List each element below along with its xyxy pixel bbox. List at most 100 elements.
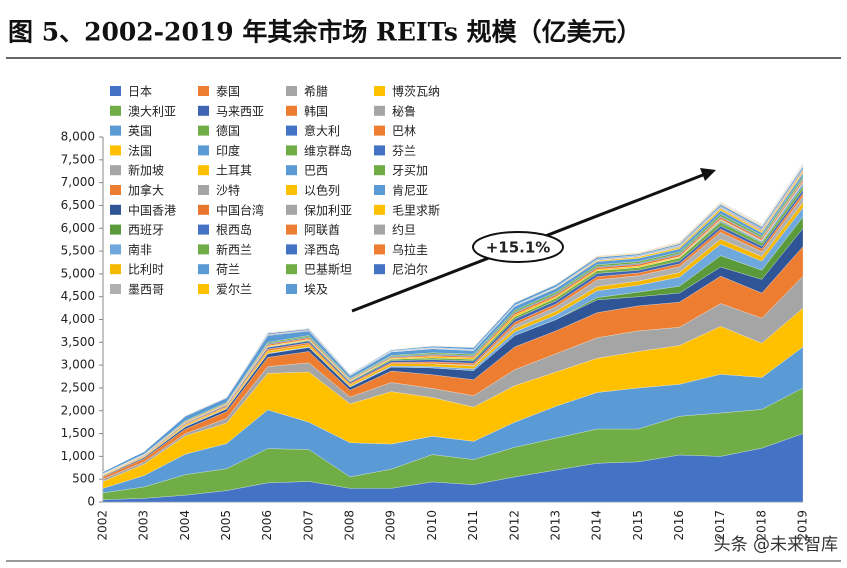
annotation-bubble <box>472 231 564 263</box>
y-tick-label: 1,000 <box>61 449 95 463</box>
legend-swatch <box>374 264 385 275</box>
legend-swatch <box>198 244 209 255</box>
legend-swatch <box>110 185 121 195</box>
legend-label: 希腊 <box>304 84 328 99</box>
legend-swatch <box>110 264 121 275</box>
area <box>102 161 804 472</box>
legend-label: 巴林 <box>392 124 416 138</box>
legend-swatch <box>286 204 297 215</box>
x-tick-label: 2013 <box>548 510 562 541</box>
x-tick-label: 2009 <box>384 510 398 541</box>
legend-label: 中国香港 <box>128 202 176 217</box>
legend-swatch <box>286 165 297 176</box>
legend-swatch <box>198 86 209 96</box>
legend-swatch <box>374 185 385 195</box>
legend-swatch <box>110 165 121 176</box>
legend-label: 秘鲁 <box>392 104 416 118</box>
legend-swatch <box>198 224 209 235</box>
legend-label: 根西岛 <box>216 222 252 237</box>
x-tick-label: 2003 <box>137 510 151 541</box>
legend-label: 印度 <box>216 143 240 158</box>
legend-label: 阿联酋 <box>304 222 340 237</box>
legend-swatch <box>374 165 385 176</box>
legend-label: 英国 <box>128 124 152 138</box>
legend-swatch <box>374 204 385 215</box>
legend-swatch <box>286 185 297 195</box>
legend-label: 沙特 <box>216 183 240 198</box>
x-tick-label: 2011 <box>466 510 480 541</box>
legend-swatch <box>286 86 297 96</box>
legend-swatch <box>198 125 209 136</box>
x-tick-label: 2017 <box>713 510 727 541</box>
chart-title: 图 5、2002-2019 年其余市场 REITs 规模（亿美元） <box>8 18 642 47</box>
legend-label: 加拿大 <box>128 183 164 198</box>
legend-label: 比利时 <box>128 263 164 277</box>
x-tick-label: 2005 <box>219 510 233 541</box>
legend-label: 意大利 <box>304 123 340 138</box>
legend-swatch <box>198 204 209 215</box>
legend-label: 马来西亚 <box>216 104 264 118</box>
y-tick-label: 8,000 <box>61 130 95 144</box>
y-tick-label: 5,500 <box>61 244 95 258</box>
x-tick-label: 2016 <box>672 510 686 541</box>
y-tick-label: 1,500 <box>61 426 95 440</box>
legend-swatch <box>110 86 121 96</box>
legend-swatch <box>286 264 297 275</box>
legend-swatch <box>374 105 385 116</box>
legend-swatch <box>110 224 121 235</box>
legend-swatch <box>198 145 209 156</box>
y-tick-label: 4,000 <box>61 312 95 326</box>
x-tick-label: 2014 <box>590 510 604 541</box>
legend-label: 新加坡 <box>128 163 164 178</box>
annotations: +15.1% <box>351 168 716 313</box>
legend-swatch <box>286 145 297 156</box>
x-tick-label: 2002 <box>96 510 110 541</box>
x-tick-label: 2018 <box>754 510 768 541</box>
legend-swatch <box>198 105 209 116</box>
legend-label: 韩国 <box>304 103 328 118</box>
legend-label: 西班牙 <box>128 223 164 237</box>
plot-area: 0 500 1,000 1,500 2,000 2,500 3,000 3,500 4,000 4… <box>61 130 810 541</box>
x-tick-label: 2006 <box>260 510 274 541</box>
legend-label: 埃及 <box>304 283 328 297</box>
legend-label: 泰国 <box>216 85 240 99</box>
y-tick-label: 7,500 <box>61 152 95 166</box>
legend-label: 泽西岛 <box>304 242 340 257</box>
legend-label: 法国 <box>128 144 152 158</box>
y-tick-label: 5,000 <box>61 266 95 280</box>
y-tick-label: 6,000 <box>61 221 95 235</box>
legend-swatch <box>286 224 297 235</box>
legend-label: 中国台湾 <box>216 202 264 217</box>
y-tick-label: 2,500 <box>61 380 95 394</box>
legend-swatch <box>110 244 121 255</box>
legend-label: 澳大利亚 <box>128 104 176 118</box>
legend-label: 德国 <box>216 123 240 138</box>
legend-swatch <box>110 145 121 156</box>
legend-swatch <box>110 125 121 136</box>
legend-label: 巴西 <box>304 164 328 178</box>
legend-label: 以色列 <box>304 184 340 198</box>
legend-label: 荷兰 <box>216 263 240 277</box>
legend-swatch <box>286 284 297 294</box>
legend-label: 维京群岛 <box>304 143 352 158</box>
legend-label: 土耳其 <box>216 164 252 178</box>
x-tick-label: 2004 <box>178 510 192 541</box>
legend-swatch <box>374 244 385 255</box>
x-tick-label: 2010 <box>425 510 439 541</box>
y-tick-label: 7,000 <box>61 175 95 189</box>
annotation: +15.1% <box>486 239 551 257</box>
legend-label: 芬兰 <box>392 144 416 158</box>
legend-swatch <box>198 165 209 176</box>
legend-swatch <box>286 105 297 116</box>
y-tick-label: 6,500 <box>61 198 95 212</box>
legend-label: 巴基斯坦 <box>304 263 352 277</box>
legend-swatch <box>198 185 209 195</box>
y-tick-label: 2,000 <box>61 403 95 417</box>
legend-label: 毛里求斯 <box>392 203 440 217</box>
x-tick-label: 2012 <box>507 510 521 541</box>
legend-label: 新西兰 <box>216 242 252 257</box>
legend-swatch <box>110 204 121 215</box>
legend-label: 博茨瓦纳 <box>392 84 440 99</box>
legend-label: 保加利亚 <box>304 203 352 217</box>
legend-label: 南非 <box>128 242 152 257</box>
